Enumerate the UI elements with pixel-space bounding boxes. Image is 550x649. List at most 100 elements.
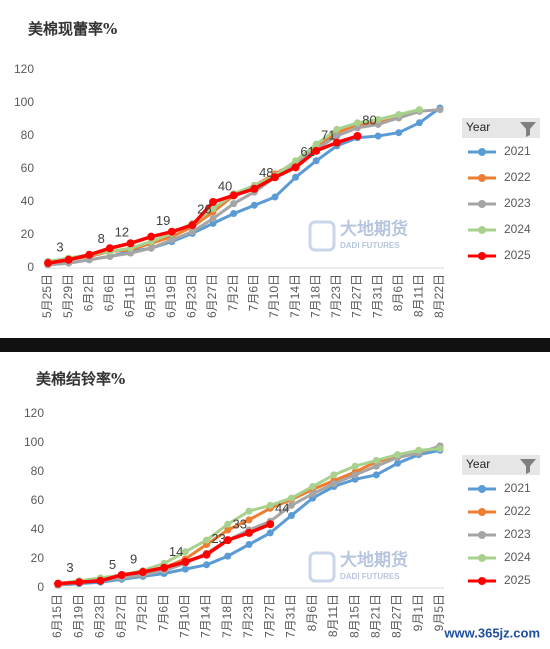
point	[245, 528, 253, 537]
point	[271, 193, 279, 201]
point	[224, 520, 232, 528]
legend-label: 2022	[504, 504, 531, 518]
data-label: 8	[98, 231, 105, 246]
data-label: 19	[156, 213, 170, 228]
legend-marker	[478, 148, 486, 156]
point	[333, 132, 341, 140]
point	[147, 232, 156, 241]
x-tick-label: 7月27日	[350, 274, 364, 318]
legend-title: Year	[466, 120, 490, 134]
point	[374, 120, 382, 128]
data-label: 3	[66, 560, 73, 575]
point	[44, 259, 52, 268]
filter-icon	[520, 122, 536, 137]
x-tick-label: 7月2日	[226, 274, 240, 311]
legend-label: 2023	[504, 196, 531, 210]
point	[181, 557, 190, 566]
y-tick-label: 80	[31, 464, 45, 478]
point	[415, 119, 423, 127]
y-tick-label: 80	[21, 128, 35, 142]
point	[372, 456, 380, 464]
watermark-logo	[308, 220, 336, 252]
point	[287, 501, 295, 509]
x-tick-label: 8月6日	[391, 274, 405, 311]
data-label: 40	[218, 178, 232, 193]
point	[312, 157, 320, 165]
legend-marker	[478, 226, 486, 234]
point	[203, 536, 211, 544]
y-tick-label: 120	[24, 406, 44, 420]
point	[395, 129, 403, 137]
data-label: 80	[362, 112, 376, 127]
point	[353, 119, 361, 127]
x-tick-label: 7月18日	[220, 594, 234, 638]
point	[209, 205, 217, 213]
x-tick-label: 6月23日	[93, 594, 107, 638]
y-tick-label: 100	[24, 435, 44, 449]
point	[147, 244, 155, 252]
x-tick-label: 7月6日	[246, 274, 260, 311]
point	[168, 236, 176, 244]
x-tick-label: 7月10日	[178, 594, 192, 638]
legend-marker	[478, 200, 486, 208]
watermark-name: 大地期货	[340, 549, 408, 569]
point	[395, 111, 403, 119]
x-tick-label: 7月6日	[156, 594, 170, 631]
point	[330, 480, 338, 488]
legend-label: 2024	[504, 222, 531, 236]
legend-marker	[478, 508, 486, 516]
data-label: 26	[197, 202, 211, 217]
data-label: 14	[169, 544, 183, 559]
point	[106, 252, 114, 260]
data-label: 12	[115, 225, 129, 240]
point	[394, 451, 402, 459]
x-tick-label: 7月2日	[135, 594, 149, 631]
x-tick-label: 6月19日	[71, 594, 85, 638]
data-label: 5	[109, 557, 116, 572]
watermark-sub: DADI FUTURES	[340, 241, 400, 250]
data-label: 44	[275, 501, 289, 516]
point	[250, 184, 259, 193]
legend-marker	[478, 554, 486, 562]
point	[96, 576, 105, 585]
point	[117, 570, 126, 579]
point	[224, 552, 232, 560]
data-label: 61	[300, 144, 314, 159]
point	[181, 565, 189, 573]
x-tick-label: 6月15日	[50, 594, 64, 638]
point	[230, 210, 238, 218]
x-tick-label: 7月23日	[241, 594, 255, 638]
x-tick-label: 8月11日	[412, 274, 426, 317]
y-tick-label: 20	[31, 551, 45, 565]
y-tick-label: 60	[31, 493, 45, 507]
point	[266, 501, 274, 509]
legend-marker	[478, 485, 486, 493]
point	[372, 471, 380, 479]
legend-marker	[478, 577, 486, 585]
point	[312, 140, 320, 148]
x-tick-label: 9月1日	[411, 594, 425, 631]
filter-icon	[520, 459, 536, 474]
point	[54, 579, 62, 588]
point	[333, 125, 341, 133]
point	[202, 550, 211, 559]
legend-label: 2021	[504, 481, 531, 495]
point	[312, 146, 321, 155]
point	[230, 200, 238, 208]
point	[209, 198, 218, 206]
point	[287, 512, 295, 519]
data-label: 33	[233, 517, 247, 532]
point	[353, 132, 362, 140]
legend-label: 2021	[504, 144, 531, 158]
y-tick-label: 20	[21, 227, 35, 241]
x-tick-label: 6月6日	[102, 274, 116, 311]
point	[223, 536, 232, 545]
y-tick-label: 40	[21, 194, 35, 208]
x-tick-label: 8月21日	[369, 594, 383, 638]
point	[224, 526, 232, 534]
data-label: 23	[211, 531, 225, 546]
data-label: 9	[130, 551, 137, 566]
x-tick-label: 7月18日	[308, 274, 322, 318]
point	[415, 446, 423, 454]
